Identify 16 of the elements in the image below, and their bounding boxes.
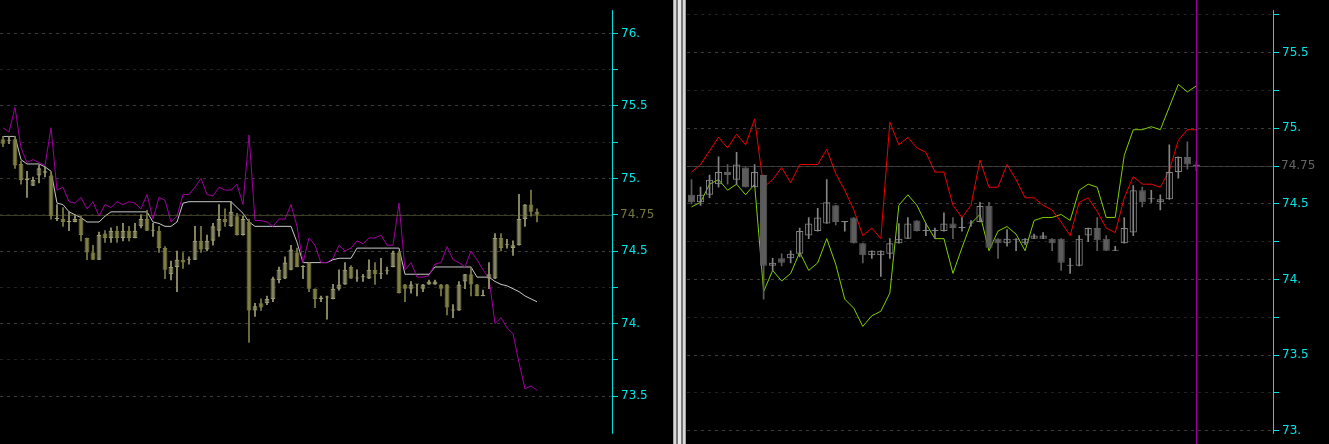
y-tick-label: 73.5 <box>1282 347 1309 362</box>
y-tick-label: 74. <box>621 315 641 330</box>
y-tick-label: 74. <box>1282 271 1302 286</box>
y-tick-label: 74.5 <box>1282 195 1309 210</box>
candlestick <box>949 217 957 239</box>
y-tick-label: 73.5 <box>621 388 648 403</box>
y-tick-label: 73. <box>1282 422 1302 437</box>
y-tick-label: 75.5 <box>1282 44 1309 59</box>
y-tick-label: 74.5 <box>621 243 648 258</box>
ref-line-label: 74.75 <box>620 206 655 221</box>
y-tick-label: 76. <box>621 25 641 40</box>
y-tick-label: 75. <box>621 170 641 185</box>
ref-line-label: 74.75 <box>1281 158 1316 173</box>
y-tick-label: 75. <box>1282 120 1302 135</box>
y-tick-label: 75.5 <box>621 98 648 113</box>
candlestick <box>994 238 1002 259</box>
